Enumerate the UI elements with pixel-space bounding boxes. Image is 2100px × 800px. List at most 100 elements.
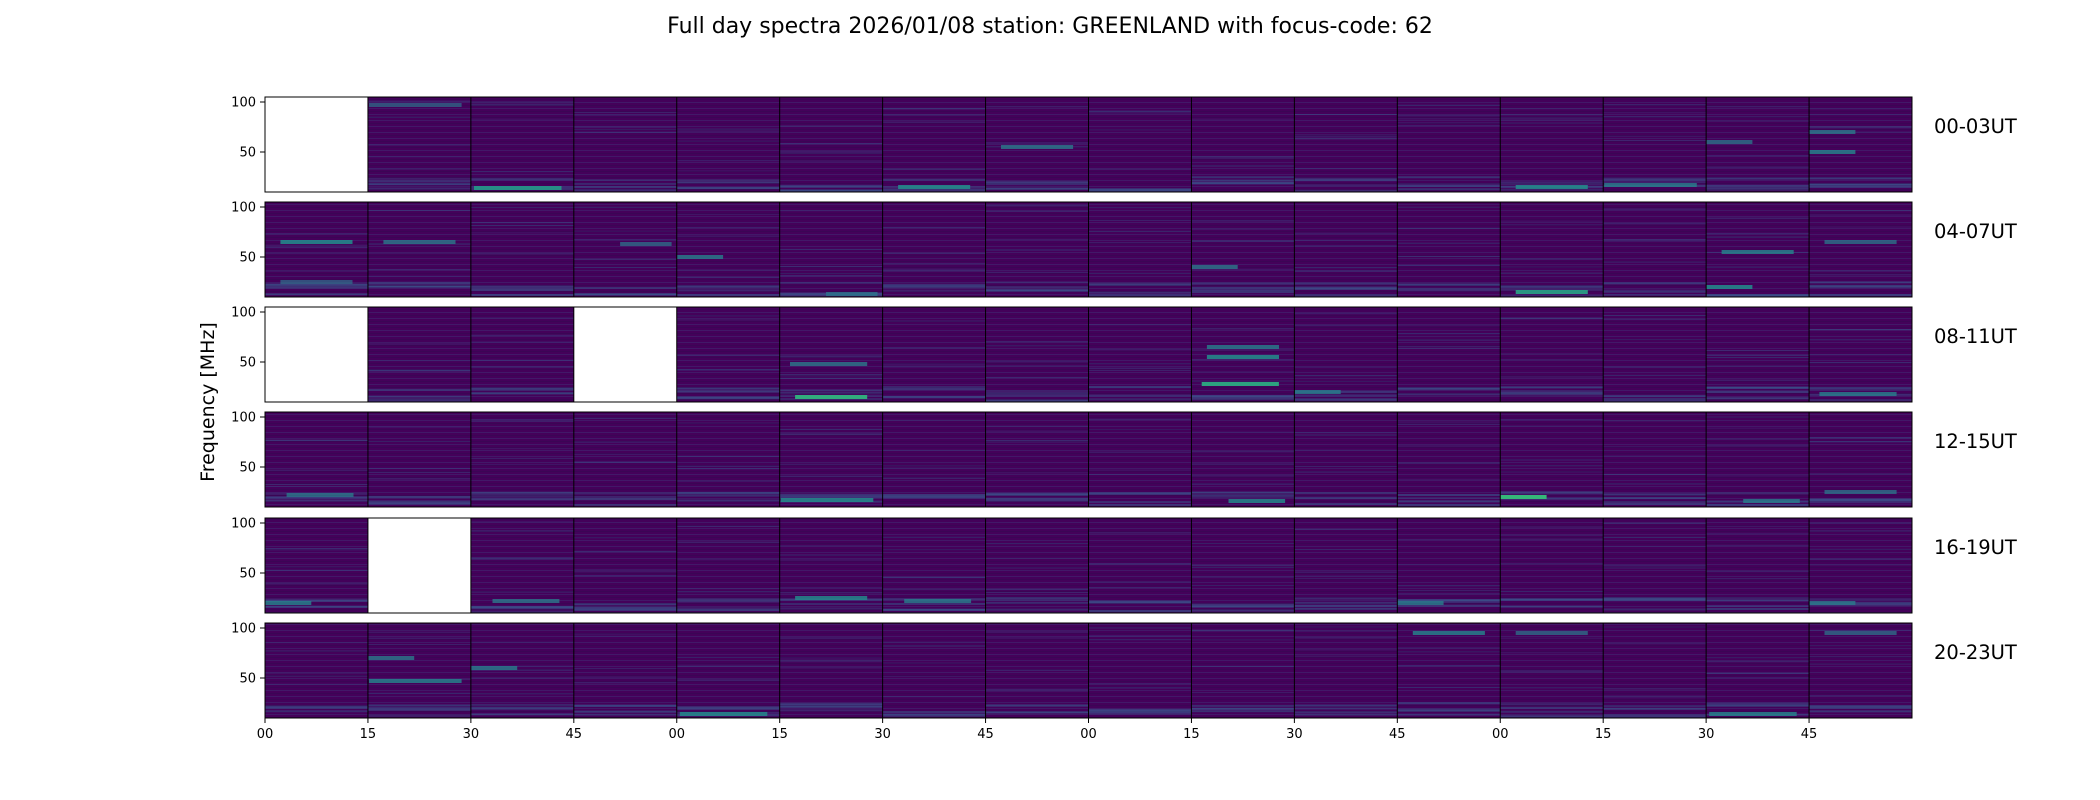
noise-line — [779, 592, 883, 594]
spectrum-panel — [367, 623, 471, 718]
spectrum-panel — [1706, 202, 1810, 297]
noise-line — [1603, 473, 1707, 475]
noise-line — [470, 225, 574, 227]
noise-band — [470, 708, 574, 711]
noise-band — [1706, 702, 1810, 705]
spectrum-texture — [882, 307, 986, 402]
noise-line — [470, 591, 574, 593]
noise-line — [676, 160, 780, 162]
noise-band — [367, 502, 471, 505]
noise-line — [1603, 339, 1707, 341]
noise-line — [1603, 239, 1707, 241]
noise-line — [676, 140, 780, 142]
noise-band — [1191, 396, 1295, 399]
noise-band — [985, 390, 1089, 393]
noise-line — [1397, 227, 1501, 229]
x-tick-label: 45 — [1389, 727, 1406, 742]
noise-line — [1397, 423, 1501, 425]
noise-line — [367, 116, 471, 118]
noise-line — [1397, 445, 1501, 447]
noise-line — [1294, 432, 1398, 434]
spectrum-panel — [1706, 623, 1810, 718]
noise-band — [1500, 386, 1604, 389]
spectrum-panel — [676, 307, 780, 402]
noise-band — [1088, 291, 1192, 294]
noise-line — [1809, 564, 1912, 566]
noise-band — [367, 708, 471, 711]
spectra-row-00-03UT: 100 50 00-03UT — [231, 96, 2017, 193]
x-tick-label: 00 — [1080, 727, 1097, 742]
noise-band — [1088, 492, 1192, 495]
noise-band — [367, 177, 471, 180]
spectrum-texture — [676, 518, 780, 613]
noise-line — [882, 107, 986, 109]
noise-line — [265, 439, 368, 441]
spectrum-panel — [1088, 518, 1192, 613]
noise-band — [1809, 185, 1912, 188]
spectrum-panel — [985, 412, 1089, 507]
noise-line — [1088, 418, 1192, 420]
noise-line — [1088, 683, 1192, 685]
noise-line — [1088, 349, 1192, 351]
noise-band — [676, 289, 780, 292]
spectrum-panel — [676, 518, 780, 613]
noise-band — [882, 286, 986, 289]
noise-band — [1706, 177, 1810, 180]
noise-band — [1809, 501, 1912, 504]
noise-line — [1088, 473, 1192, 475]
spectrum-panel — [1603, 202, 1707, 297]
noise-band — [676, 600, 780, 603]
noise-band — [676, 294, 780, 297]
noise-line — [779, 272, 883, 274]
noise-line — [676, 665, 780, 667]
noise-line — [573, 206, 677, 208]
noise-line — [1397, 347, 1501, 349]
noise-band — [1809, 183, 1912, 186]
noise-band — [367, 183, 471, 186]
spectrum-texture — [676, 97, 780, 192]
noise-line — [1294, 375, 1398, 377]
noise-line — [882, 320, 986, 322]
spectrum-texture — [779, 412, 883, 507]
noise-band — [1397, 708, 1501, 711]
noise-line — [676, 591, 780, 593]
noise-line — [367, 426, 471, 428]
spectrum-panel — [985, 518, 1089, 613]
noise-line — [882, 168, 986, 170]
noise-line — [1191, 220, 1295, 222]
noise-line — [1294, 548, 1398, 550]
noise-line — [676, 664, 780, 666]
noise-line — [882, 675, 986, 677]
noise-band — [1294, 184, 1398, 187]
noise-band — [573, 293, 677, 296]
noise-line — [1088, 635, 1192, 637]
missing-data-panel — [573, 307, 677, 402]
y-tick-label: 100 — [231, 201, 256, 216]
signal-band — [1743, 499, 1800, 503]
spectrum-panel — [1397, 412, 1501, 507]
noise-line — [573, 453, 677, 455]
spectrum-panel — [1191, 623, 1295, 718]
noise-line — [1191, 630, 1295, 632]
noise-line — [265, 566, 368, 568]
noise-line — [1397, 686, 1501, 688]
noise-line — [1809, 530, 1912, 532]
noise-band — [1088, 386, 1192, 389]
noise-line — [573, 571, 677, 573]
spectrum-texture — [882, 97, 986, 192]
spectra-row-08-11UT: 100 50 08-11UT — [231, 306, 2017, 403]
spectrum-panel — [573, 518, 677, 613]
noise-band — [1809, 294, 1912, 297]
noise-band — [1500, 183, 1604, 186]
noise-line — [470, 419, 574, 421]
noise-band — [1706, 504, 1810, 507]
noise-line — [470, 171, 574, 173]
noise-band — [1294, 179, 1398, 182]
noise-line — [1500, 526, 1604, 528]
noise-line — [1706, 355, 1810, 357]
noise-line — [676, 588, 780, 590]
spectrum-texture — [1500, 307, 1604, 402]
noise-line — [882, 108, 986, 110]
noise-line — [1191, 157, 1295, 159]
noise-band — [1088, 189, 1192, 192]
